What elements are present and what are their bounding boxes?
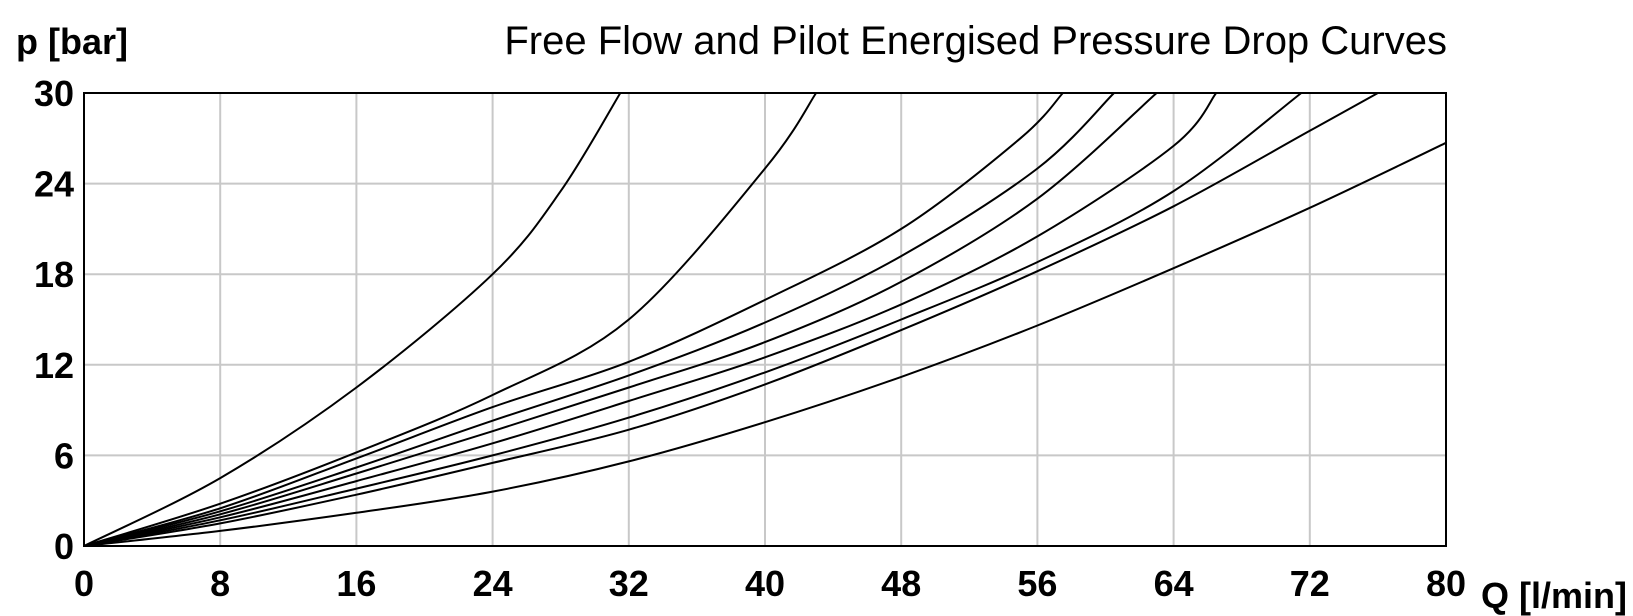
curves [83, 92, 1447, 547]
x-tick-label: 32 [609, 563, 649, 604]
chart-title: Free Flow and Pilot Energised Pressure D… [504, 19, 1447, 63]
x-tick-label: 56 [1017, 563, 1057, 604]
y-axis-label: p [bar] [16, 21, 128, 62]
x-tick-label: 24 [473, 563, 513, 604]
pressure-curve-4 [83, 92, 1115, 547]
y-tick-label: 0 [54, 526, 74, 567]
x-tick-label: 72 [1290, 563, 1330, 604]
y-tick-label: 18 [34, 254, 74, 295]
x-tick-label: 80 [1426, 563, 1466, 604]
y-tick-label: 12 [34, 345, 74, 386]
pressure-curve-1 [83, 92, 622, 547]
x-tick-label: 8 [210, 563, 230, 604]
x-tick-label: 16 [336, 563, 376, 604]
x-tick-label: 0 [74, 563, 94, 604]
y-tick-label: 24 [34, 164, 74, 205]
pressure-curve-8 [83, 92, 1379, 547]
x-tick-label: 48 [881, 563, 921, 604]
x-tick-label: 40 [745, 563, 785, 604]
pressure-curve-7 [83, 92, 1302, 547]
pressure-curve-6 [83, 92, 1217, 547]
x-tick-label: 64 [1154, 563, 1194, 604]
x-axis-label: Q [l/min] [1481, 575, 1627, 616]
tick-labels: 0 8 16 24 32 40 48 56 64 72 80 0 6 12 18 24 30 [34, 73, 1466, 604]
y-tick-label: 30 [34, 73, 74, 114]
pressure-curve-2 [83, 92, 817, 547]
y-tick-label: 6 [54, 435, 74, 476]
plot-frame [83, 92, 1447, 547]
pressure-curve-3 [83, 92, 1064, 547]
pressure-curve-5 [83, 92, 1158, 547]
pressure-curve-9 [83, 141, 1447, 547]
